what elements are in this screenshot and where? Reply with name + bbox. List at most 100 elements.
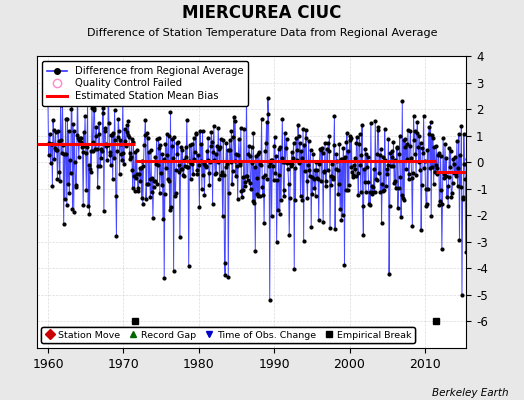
Point [373, 177, 381, 183]
Point [182, 154, 190, 160]
Point [343, 130, 351, 136]
Point [365, 201, 373, 207]
Point [264, 95, 272, 102]
Point [348, 174, 357, 180]
Point [333, 166, 342, 173]
Point [161, 141, 170, 147]
Point [436, 153, 445, 160]
Point [93, 184, 102, 190]
Point [332, 166, 340, 172]
Point [111, 137, 119, 144]
Point [360, 166, 368, 172]
Point [408, 222, 417, 229]
Point [437, 187, 445, 194]
Point [196, 158, 205, 164]
Point [60, 151, 69, 157]
Point [180, 172, 188, 179]
Point [202, 163, 211, 169]
Point [211, 170, 219, 177]
Point [288, 148, 296, 155]
Point [100, 208, 108, 214]
Point [345, 182, 353, 188]
Point [285, 181, 293, 187]
Point [274, 207, 282, 213]
Point [51, 129, 60, 135]
Point [222, 164, 230, 170]
Point [395, 185, 403, 191]
Point [253, 190, 261, 197]
Point [351, 154, 359, 161]
Point [314, 175, 322, 182]
Point [396, 174, 405, 180]
Point [439, 135, 447, 141]
Point [324, 148, 333, 154]
Point [127, 136, 136, 142]
Point [187, 159, 195, 166]
Point [342, 186, 350, 193]
Point [303, 195, 312, 201]
Point [93, 146, 101, 152]
Point [422, 201, 431, 207]
Point [289, 139, 298, 146]
Point [103, 142, 112, 149]
Point [271, 170, 280, 176]
Point [346, 164, 355, 170]
Point [263, 118, 271, 125]
Point [308, 174, 316, 180]
Point [234, 196, 242, 202]
Point [244, 176, 252, 183]
Point [95, 120, 103, 126]
Point [409, 170, 417, 176]
Point [291, 165, 299, 172]
Point [149, 184, 158, 190]
Point [296, 139, 304, 146]
Point [61, 196, 69, 202]
Point [462, 249, 470, 256]
Point [82, 150, 90, 156]
Point [238, 174, 247, 180]
Point [325, 133, 334, 139]
Point [418, 145, 427, 151]
Point [78, 144, 86, 150]
Point [237, 125, 245, 131]
Point [293, 146, 302, 153]
Point [65, 190, 73, 197]
Point [413, 119, 421, 125]
Point [130, 173, 138, 179]
Point [411, 151, 420, 157]
Point [120, 161, 128, 168]
Point [450, 160, 458, 167]
Point [400, 197, 408, 204]
Point [62, 151, 70, 157]
Point [425, 124, 433, 131]
Point [367, 191, 376, 197]
Point [71, 182, 80, 188]
Point [323, 146, 331, 152]
Point [412, 130, 421, 136]
Point [307, 224, 315, 230]
Point [434, 150, 443, 156]
Point [329, 174, 337, 180]
Point [446, 148, 455, 154]
Point [457, 122, 465, 129]
Point [54, 128, 62, 134]
Point [432, 143, 440, 150]
Point [424, 131, 433, 138]
Point [52, 147, 61, 153]
Point [465, 154, 474, 160]
Point [415, 132, 423, 139]
Point [86, 148, 95, 154]
Point [152, 160, 160, 167]
Point [209, 200, 217, 207]
Point [318, 144, 326, 151]
Point [118, 156, 126, 163]
Point [67, 170, 75, 176]
Point [460, 130, 468, 137]
Point [157, 170, 165, 176]
Point [438, 246, 446, 252]
Point [50, 156, 59, 162]
Point [273, 177, 281, 183]
Point [57, 137, 66, 144]
Point [349, 172, 357, 178]
Point [354, 170, 362, 176]
